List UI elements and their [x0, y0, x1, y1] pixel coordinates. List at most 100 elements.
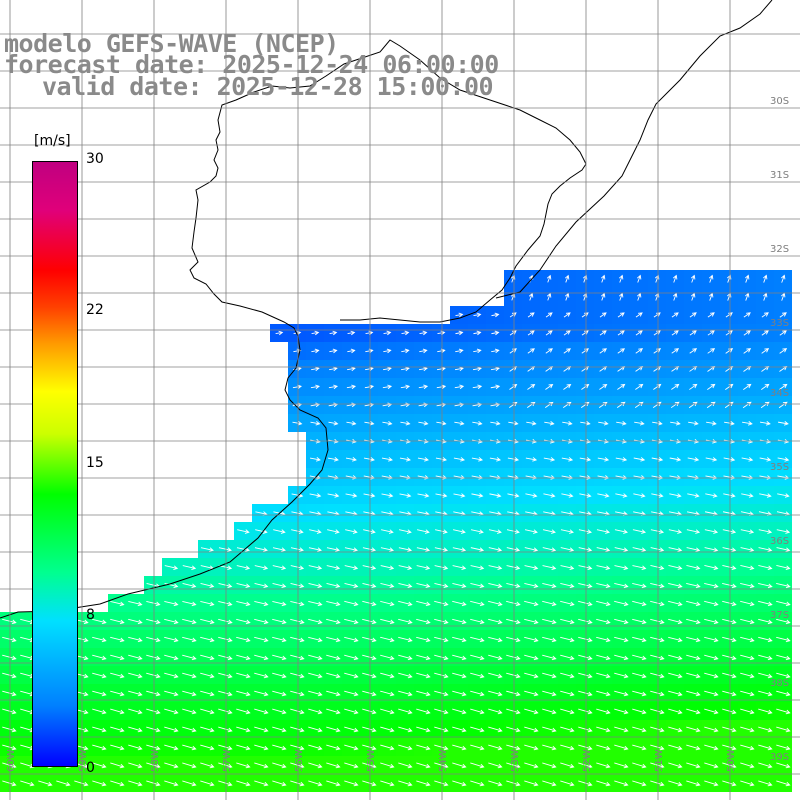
wind-arrow	[182, 762, 197, 769]
wind-arrow	[616, 420, 627, 426]
wind-arrow	[668, 618, 683, 625]
wind-arrow	[704, 600, 719, 607]
wind-arrow	[398, 636, 413, 643]
wind-arrow	[110, 744, 125, 751]
wind-arrow	[218, 762, 233, 769]
wind-arrow	[722, 600, 737, 607]
wind-arrow	[722, 565, 737, 571]
wind-arrow	[527, 348, 535, 354]
wind-arrow	[344, 600, 359, 607]
wind-arrow	[741, 457, 754, 462]
wind-arrow	[236, 726, 251, 733]
wind-arrow	[668, 726, 683, 733]
wind-arrow	[542, 672, 557, 679]
wind-arrow	[346, 420, 357, 426]
wind-arrow	[128, 708, 143, 715]
wind-arrow	[488, 762, 503, 769]
wind-arrow	[506, 618, 521, 625]
wind-arrow	[470, 780, 485, 787]
wind-arrow	[309, 493, 322, 498]
wind-arrow	[686, 744, 701, 751]
wind-arrow	[614, 726, 629, 733]
wind-arrow	[327, 529, 340, 534]
wind-arrow	[400, 384, 411, 390]
wind-arrow	[236, 565, 251, 570]
wind-arrow	[632, 672, 647, 679]
wind-arrow	[524, 780, 539, 787]
wind-arrow	[488, 529, 502, 534]
wind-arrow	[398, 744, 413, 751]
wind-arrow	[668, 690, 683, 697]
wind-arrow	[508, 420, 519, 426]
wind-arrow	[689, 383, 698, 390]
wind-arrow	[344, 690, 359, 697]
wind-arrow	[722, 690, 737, 697]
wind-arrow	[671, 348, 680, 354]
wind-arrow	[327, 457, 339, 462]
wind-arrow	[236, 744, 251, 751]
wind-arrow	[308, 654, 323, 661]
wind-arrow	[399, 493, 412, 498]
wind-arrow	[434, 744, 449, 751]
wind-arrow	[326, 726, 341, 733]
wind-arrow	[329, 366, 338, 372]
wind-arrow	[560, 708, 575, 715]
wind-arrow	[707, 312, 715, 318]
wind-arrow	[560, 690, 575, 697]
wind-arrow	[563, 383, 572, 390]
wind-arrow	[236, 636, 251, 643]
wind-arrow	[92, 744, 107, 751]
longitude-label: 55W	[366, 749, 377, 772]
wind-arrow	[704, 529, 719, 534]
wind-arrow	[455, 348, 464, 354]
wind-arrow	[236, 708, 251, 715]
wind-arrow	[560, 762, 575, 769]
wind-arrow	[310, 384, 320, 390]
wind-arrow	[706, 401, 716, 409]
wind-arrow	[380, 744, 395, 751]
wind-arrow	[452, 529, 466, 534]
wind-arrow	[635, 312, 643, 318]
wind-arrow	[560, 744, 575, 751]
wind-arrow	[581, 312, 589, 318]
wind-arrow	[362, 780, 377, 787]
wind-arrow	[578, 744, 593, 751]
wind-arrow	[542, 780, 557, 787]
wind-arrow	[254, 618, 269, 625]
wind-arrow	[488, 780, 503, 787]
wind-arrow	[578, 636, 593, 643]
wind-arrow	[146, 672, 161, 679]
wind-arrow	[599, 383, 608, 390]
wind-arrow	[758, 762, 773, 769]
wind-arrow	[470, 744, 485, 751]
wind-arrow	[614, 618, 629, 625]
wind-arrow	[110, 780, 125, 787]
wind-arrow	[704, 618, 719, 625]
wind-arrow	[182, 600, 197, 607]
wind-arrow	[670, 421, 681, 426]
wind-arrow	[200, 672, 215, 679]
wind-arrow	[326, 636, 341, 643]
wind-arrow	[92, 636, 107, 643]
wind-arrow	[292, 384, 302, 390]
wind-arrow	[2, 744, 17, 751]
wind-arrow	[308, 708, 323, 715]
wind-arrow	[453, 493, 466, 498]
wind-arrow	[164, 690, 179, 697]
wind-arrow	[470, 708, 485, 715]
wind-arrow	[776, 690, 791, 697]
wind-arrow	[110, 708, 125, 715]
wind-arrow	[146, 744, 161, 751]
wind-arrow	[776, 726, 791, 733]
wind-arrow	[380, 690, 395, 697]
wind-arrow	[290, 547, 304, 552]
wind-arrow	[725, 312, 733, 318]
wind-arrow	[272, 636, 287, 643]
wind-arrow	[308, 565, 323, 570]
wind-arrow	[434, 780, 449, 787]
wind-arrow	[491, 348, 500, 354]
wind-arrow	[740, 600, 755, 607]
wind-arrow	[380, 708, 395, 715]
wind-arrow	[399, 529, 412, 534]
wind-arrow	[671, 312, 679, 318]
